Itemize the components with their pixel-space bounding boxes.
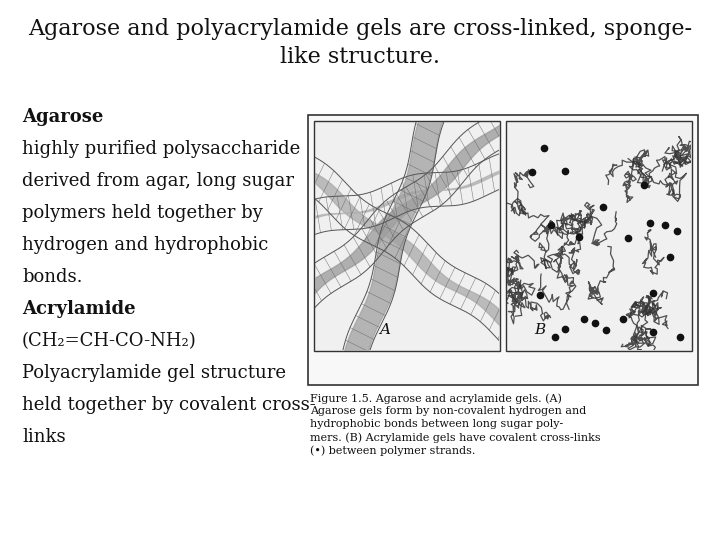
Text: mers. (B) Acrylamide gels have covalent cross-links: mers. (B) Acrylamide gels have covalent … (310, 432, 600, 443)
Bar (308, 115, 698, 385)
Text: like structure.: like structure. (280, 46, 440, 68)
Text: (•) between polymer strands.: (•) between polymer strands. (310, 445, 475, 456)
Text: bonds.: bonds. (22, 268, 83, 286)
Text: (CH₂=CH-CO-NH₂): (CH₂=CH-CO-NH₂) (22, 332, 197, 350)
Text: derived from agar, long sugar: derived from agar, long sugar (22, 172, 294, 190)
Text: Agarose: Agarose (22, 108, 104, 126)
Text: hydrophobic bonds between long sugar poly-: hydrophobic bonds between long sugar pol… (310, 419, 563, 429)
Text: Figure 1.5. Agarose and acrylamide gels. (A): Figure 1.5. Agarose and acrylamide gels.… (310, 393, 562, 403)
Text: B: B (534, 323, 545, 337)
Text: Acrylamide: Acrylamide (22, 300, 135, 318)
Text: highly purified polysaccharide: highly purified polysaccharide (22, 140, 300, 158)
Text: hydrogen and hydrophobic: hydrogen and hydrophobic (22, 236, 269, 254)
Bar (506, 121, 692, 351)
Text: polymers held together by: polymers held together by (22, 204, 263, 222)
Text: Agarose and polyacrylamide gels are cross-linked, sponge-: Agarose and polyacrylamide gels are cros… (28, 18, 692, 40)
Text: held together by covalent cross-: held together by covalent cross- (22, 396, 316, 414)
Text: A: A (379, 323, 390, 337)
Text: links: links (22, 428, 66, 446)
Bar (314, 121, 500, 351)
Text: Polyacrylamide gel structure: Polyacrylamide gel structure (22, 364, 286, 382)
Text: Agarose gels form by non-covalent hydrogen and: Agarose gels form by non-covalent hydrog… (310, 406, 586, 416)
